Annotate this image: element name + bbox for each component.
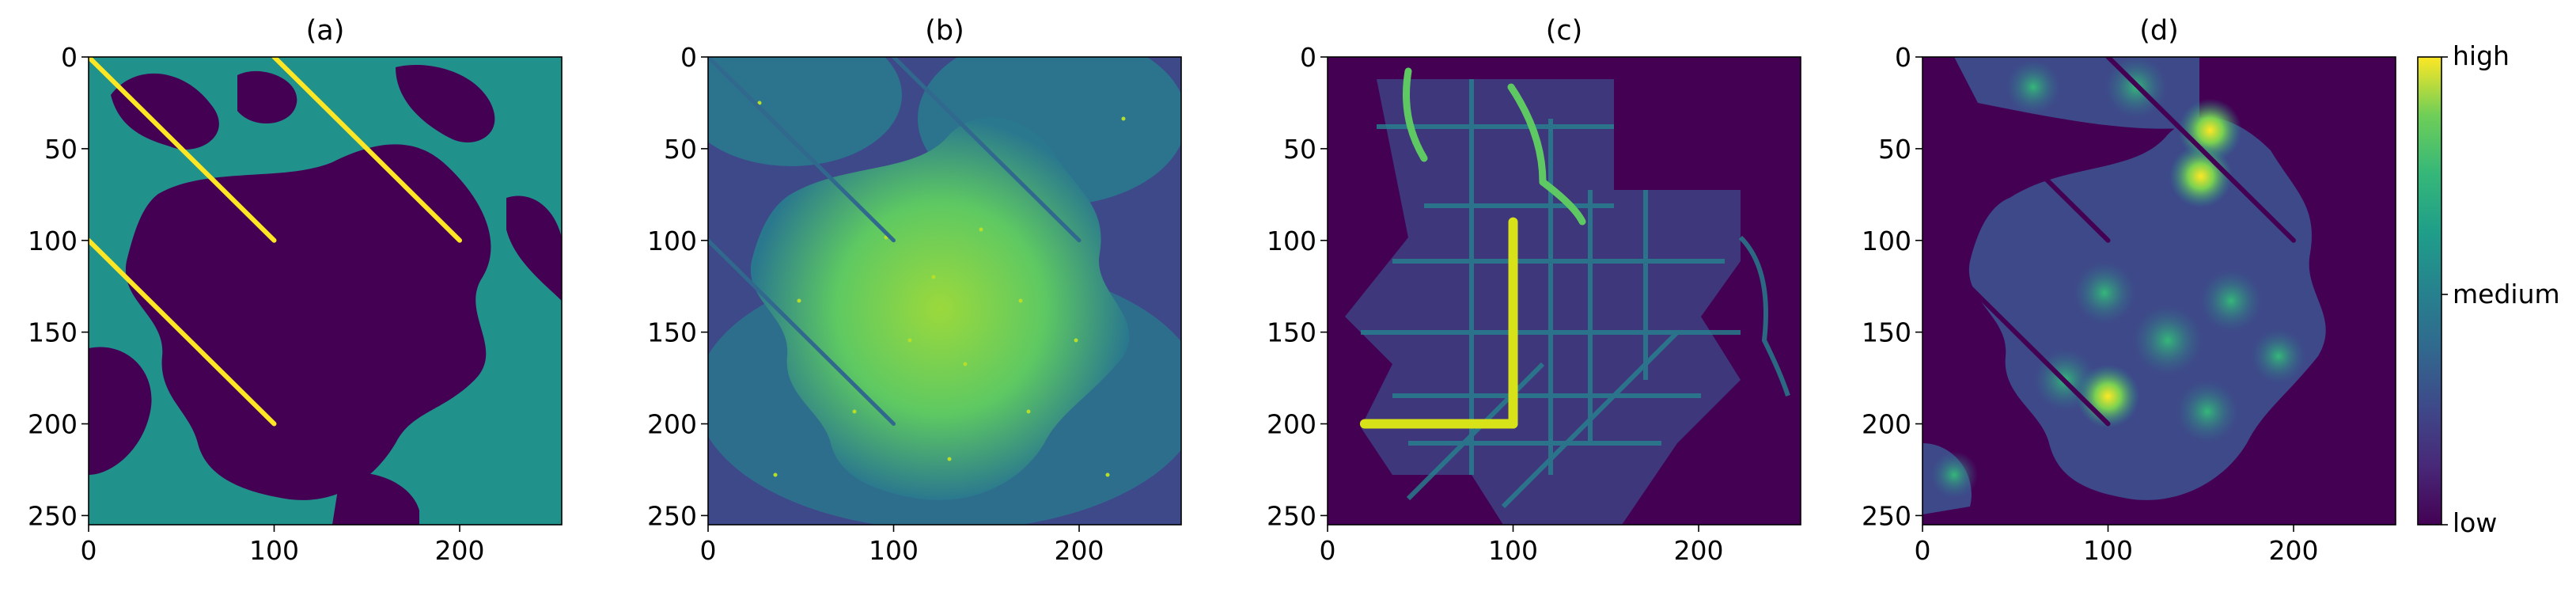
- panel-a-title: (a): [306, 15, 345, 47]
- panel-a-ytick-label: 250: [28, 500, 78, 531]
- axes-layer: (a) 0 100 200 0 50 100 150 200 250 (b) 0 100 200 0 50 10…: [28, 15, 2319, 566]
- panel-b-ytick-label: 50: [664, 134, 697, 165]
- colorbar: high medium low: [2417, 40, 2560, 538]
- panel-b-ytick-label: 250: [647, 500, 697, 531]
- panel-c-ytick-label: 0: [1300, 42, 1316, 73]
- panel-d-hotspot-1: [2076, 364, 2140, 428]
- panel-c-ytick-label: 150: [1267, 317, 1316, 348]
- panel-d-ytick-label: 50: [1878, 134, 1911, 165]
- panel-d-wall-2: [2105, 57, 2297, 243]
- panel-d-hotspots: [2076, 98, 2242, 428]
- panel-c-xtick-label: 0: [1320, 535, 1336, 566]
- panel-d-xtick-label: 100: [2083, 535, 2133, 566]
- panel-a-ytick-label: 150: [28, 317, 78, 348]
- panel-b-open-region: [750, 117, 1130, 500]
- panel-d-ytick-label: 100: [1862, 226, 1911, 256]
- panel-b-frame: [707, 56, 1182, 526]
- panel-c-coverage: [1345, 79, 1741, 525]
- panel-a-line-1: [89, 57, 277, 243]
- panel-a-ytick-label: 200: [28, 409, 78, 440]
- panel-a-xtick-label: 200: [435, 535, 485, 566]
- panel-a-ytick-label: 50: [44, 134, 78, 165]
- panel-c-grid-paths: [1361, 79, 1790, 509]
- panel-b-title: (b): [925, 15, 964, 47]
- panel-d-wall-1: [1923, 57, 2111, 243]
- panel-b-ytick-label: 200: [647, 409, 697, 440]
- panel-a-ytick-label: 0: [61, 42, 78, 73]
- panel-c-ytick-label: 200: [1267, 409, 1316, 440]
- panel-d-xtick-label: 0: [1915, 535, 1931, 566]
- panel-b-xtick-label: 100: [869, 535, 919, 566]
- panel-b-wall-1: [708, 57, 896, 243]
- panel-b-xtick-label: 0: [700, 535, 717, 566]
- colorbar-label-low: low: [2453, 507, 2497, 538]
- panel-a-lines: [89, 57, 463, 427]
- panel-d-xtick-label: 200: [2269, 535, 2319, 566]
- panel-d-ytick-label: 0: [1895, 42, 1911, 73]
- panel-d-hotspot-3: [2169, 144, 2233, 208]
- panel-d-ytick-label: 250: [1862, 500, 1911, 531]
- panel-d-wall-3: [1923, 237, 2111, 427]
- colorbar-gradient: [2418, 57, 2442, 525]
- panel-a-line-2: [271, 57, 463, 243]
- panel-b-field-1: [708, 57, 902, 166]
- panel-b-ytick-label: 150: [647, 317, 697, 348]
- panel-d-title: (d): [2139, 15, 2179, 47]
- panel-b-lines: [708, 57, 1082, 427]
- panel-d-lines: [1923, 57, 2297, 427]
- colorbar-label-medium: medium: [2453, 279, 2560, 309]
- panel-c-xtick-label: 100: [1488, 535, 1538, 566]
- panel-a-line-3: [89, 237, 277, 427]
- panel-a-xtick-label: 0: [81, 535, 97, 566]
- panel-b-xtick-label: 200: [1055, 535, 1104, 566]
- panel-b: [708, 57, 1181, 525]
- colorbar-label-high: high: [2453, 40, 2510, 71]
- panel-c-main-paths: [1403, 67, 1586, 226]
- panel-c-ytick-label: 50: [1283, 134, 1316, 165]
- panel-d-frame: [1922, 56, 2396, 526]
- panel-a-ytick-label: 100: [28, 226, 78, 256]
- panel-a-open-region: [89, 65, 562, 525]
- panel-b-wall-2: [892, 57, 1082, 243]
- panel-c-frame: [1327, 56, 1801, 526]
- panel-a-frame: [88, 56, 563, 526]
- panel-c-ytick-label: 250: [1267, 500, 1316, 531]
- panel-c-ytick-label: 100: [1267, 226, 1316, 256]
- colorbar-frame: [2417, 56, 2442, 526]
- panel-a: [89, 57, 562, 525]
- panel-a-xtick-label: 100: [249, 535, 299, 566]
- panel-b-wall-3: [708, 238, 896, 427]
- panel-d-ytick-label: 150: [1862, 317, 1911, 348]
- panel-c-lines: [1359, 217, 1518, 429]
- panel-c-title: (c): [1546, 15, 1583, 47]
- panel-c-xtick-label: 200: [1674, 535, 1724, 566]
- panel-b-ytick-label: 100: [647, 226, 697, 256]
- panel-b-ytick-label: 0: [680, 42, 697, 73]
- panel-c: [1328, 57, 1801, 525]
- panel-d-ytick-label: 200: [1862, 409, 1911, 440]
